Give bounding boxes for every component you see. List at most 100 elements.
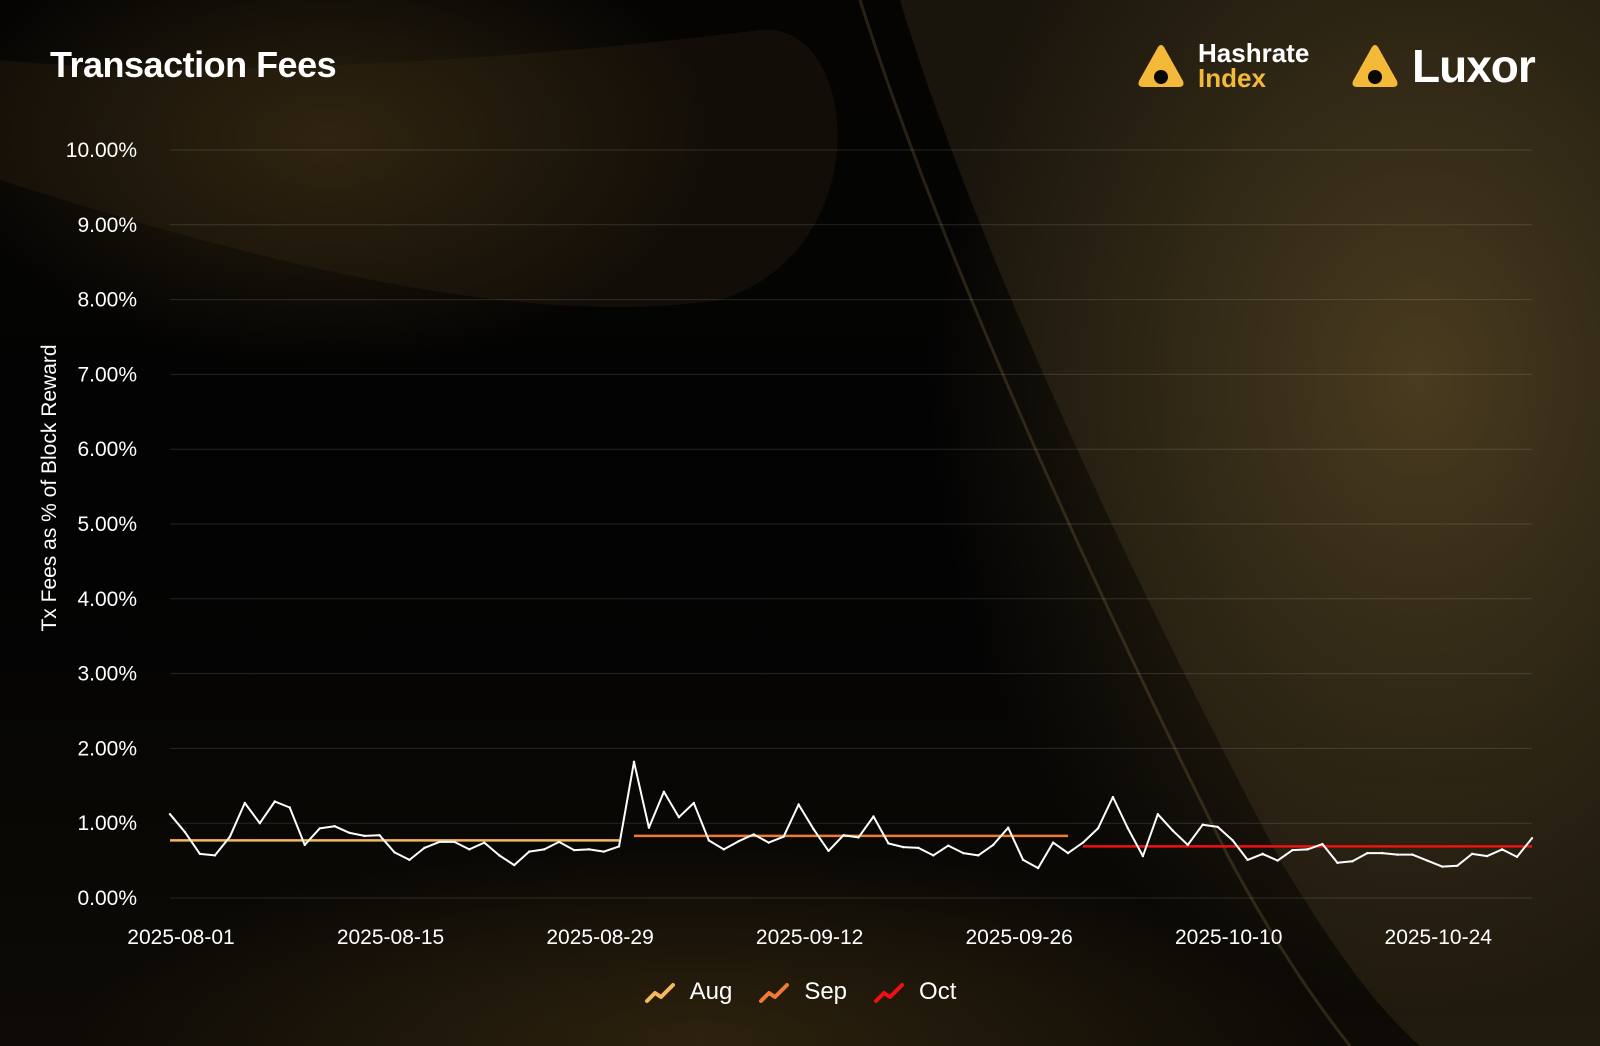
data-point bbox=[1515, 855, 1519, 859]
data-point bbox=[1321, 842, 1324, 846]
legend-label: Oct bbox=[919, 978, 957, 1005]
data-point bbox=[1500, 848, 1504, 851]
data-point bbox=[602, 850, 606, 853]
data-point bbox=[483, 841, 486, 844]
data-point bbox=[542, 848, 546, 851]
data-point bbox=[1306, 848, 1309, 851]
data-point bbox=[722, 848, 725, 851]
luxor-wordmark: Luxor bbox=[1412, 40, 1536, 92]
legend-item-aug[interactable]: Aug bbox=[644, 978, 733, 1006]
data-point bbox=[1455, 864, 1459, 868]
data-point bbox=[707, 839, 711, 842]
data-point bbox=[812, 827, 815, 831]
y-axis-ticks: 0.00% 1.00% 2.00% 3.00% 4.00% 5.00% 6.00% 7.00%… bbox=[66, 139, 137, 910]
x-tick-label: 2025-08-29 bbox=[546, 926, 653, 949]
data-point bbox=[1156, 813, 1160, 816]
data-point bbox=[258, 822, 262, 825]
data-point bbox=[857, 836, 860, 839]
hashrate-index-logo: Hashrate Index bbox=[1136, 40, 1309, 92]
legend-label: Aug bbox=[689, 978, 733, 1005]
legend-trend-icon bbox=[874, 983, 905, 1003]
data-point bbox=[423, 846, 426, 850]
data-point bbox=[318, 827, 321, 830]
data-point bbox=[1291, 848, 1294, 852]
data-point bbox=[1186, 843, 1189, 847]
data-point bbox=[1231, 839, 1234, 842]
x-tick-label: 2025-10-24 bbox=[1385, 926, 1493, 949]
data-point bbox=[438, 840, 441, 844]
data-point bbox=[977, 854, 980, 857]
luxor-logo: Luxor bbox=[1350, 40, 1536, 92]
data-point bbox=[1246, 858, 1249, 862]
data-point bbox=[932, 854, 935, 857]
x-axis-ticks: 2025-08-01 2025-08-15 2025-08-29 2025-09-12… bbox=[127, 926, 1492, 949]
data-point bbox=[513, 863, 516, 867]
data-point bbox=[1426, 859, 1429, 862]
data-point bbox=[393, 851, 396, 854]
y-tick-label: 0.00% bbox=[77, 887, 137, 910]
hashrate-index-mark-icon bbox=[1138, 45, 1184, 87]
hashrate-index-line1: Hashrate bbox=[1198, 38, 1310, 68]
data-point bbox=[647, 826, 651, 829]
data-point bbox=[288, 806, 291, 809]
data-point bbox=[752, 833, 755, 836]
data-point bbox=[1036, 866, 1040, 870]
legend-item-sep[interactable]: Sep bbox=[758, 978, 847, 1006]
x-tick-label: 2025-08-01 bbox=[127, 926, 234, 949]
luxor-mark-icon bbox=[1352, 45, 1398, 87]
data-point bbox=[363, 834, 366, 838]
chart-legend: Aug Sep Oct bbox=[0, 978, 1600, 1006]
data-point bbox=[333, 824, 336, 828]
x-tick-label: 2025-08-15 bbox=[337, 926, 444, 949]
data-point bbox=[303, 843, 306, 847]
data-point bbox=[947, 844, 950, 847]
data-point bbox=[1006, 826, 1010, 829]
legend-item-oct[interactable]: Oct bbox=[873, 978, 956, 1006]
data-point bbox=[348, 831, 351, 835]
data-point bbox=[692, 801, 696, 805]
data-point bbox=[378, 833, 381, 837]
legend-label: Sep bbox=[804, 978, 848, 1005]
legend-trend-icon bbox=[644, 983, 675, 1003]
data-point bbox=[572, 848, 576, 852]
data-point bbox=[468, 848, 471, 851]
data-point bbox=[1021, 858, 1025, 862]
data-point bbox=[1141, 854, 1145, 858]
data-point bbox=[273, 800, 276, 803]
daily-fee-line bbox=[168, 760, 1534, 870]
x-tick-label: 2025-10-10 bbox=[1175, 926, 1282, 949]
data-point bbox=[737, 839, 740, 843]
data-point bbox=[782, 835, 785, 838]
data-point bbox=[917, 846, 920, 850]
grid-lines bbox=[170, 149, 1532, 899]
hashrate-index-line2: Index bbox=[1198, 63, 1266, 93]
page-title: Transaction Fees bbox=[50, 44, 337, 85]
data-point bbox=[557, 840, 561, 844]
data-point bbox=[1470, 852, 1474, 856]
data-point bbox=[1276, 859, 1279, 862]
data-point bbox=[198, 852, 202, 856]
data-point bbox=[1066, 851, 1070, 855]
data-point bbox=[1366, 851, 1369, 855]
data-point bbox=[1111, 795, 1115, 799]
data-point bbox=[213, 854, 217, 857]
data-point bbox=[767, 841, 770, 844]
y-tick-label: 9.00% bbox=[77, 214, 137, 237]
data-point bbox=[228, 835, 232, 838]
data-point bbox=[528, 850, 531, 853]
y-tick-label: 7.00% bbox=[77, 363, 137, 386]
data-point bbox=[1201, 823, 1204, 826]
data-point bbox=[1530, 836, 1534, 840]
data-point bbox=[1261, 852, 1264, 856]
data-point bbox=[1396, 853, 1399, 856]
data-point bbox=[498, 854, 501, 857]
data-point bbox=[1336, 861, 1339, 865]
data-point bbox=[408, 858, 411, 862]
data-point bbox=[1051, 841, 1055, 844]
x-tick-label: 2025-09-26 bbox=[965, 926, 1072, 949]
data-point bbox=[872, 815, 875, 818]
data-point bbox=[1096, 827, 1100, 830]
y-tick-label: 3.00% bbox=[77, 663, 137, 686]
y-tick-label: 4.00% bbox=[77, 588, 137, 611]
